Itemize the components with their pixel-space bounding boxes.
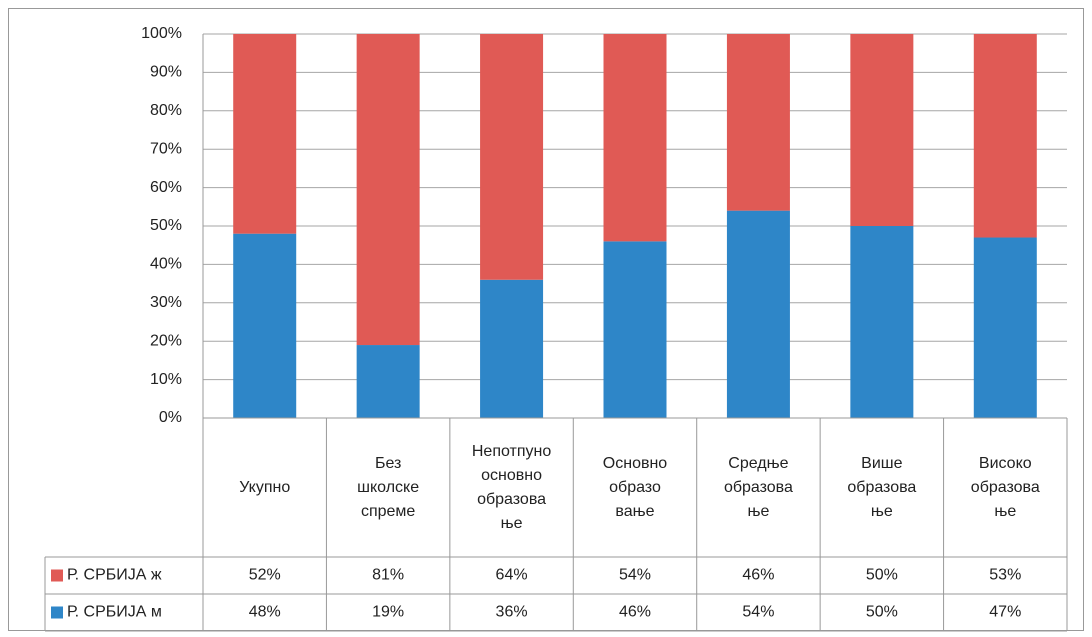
x-tick-label: Високо образова ње [970, 454, 1040, 520]
data-label: 46% [619, 604, 651, 621]
legend-label: Р. СРБИЈА м [67, 604, 162, 621]
bar-segment [973, 237, 1037, 418]
x-tick-label: Непотпуно основно образова ње [471, 442, 552, 532]
y-tick-label: 50% [150, 217, 182, 234]
legend-label: Р. СРБИЈА ж [67, 567, 162, 584]
bar-segment [603, 34, 667, 242]
bar-segment [850, 34, 914, 226]
x-tick-label: Средње образова ње [723, 454, 793, 520]
data-label: 19% [372, 604, 404, 621]
y-tick-label: 40% [150, 256, 182, 273]
y-tick-label: 100% [141, 25, 182, 42]
data-label: 46% [742, 567, 774, 584]
x-tick-label: Укупно [239, 478, 291, 496]
bar-segment [356, 345, 420, 418]
data-label: 64% [496, 567, 528, 584]
data-label: 48% [249, 604, 281, 621]
x-tick-label: Без школске спреме [357, 454, 420, 520]
legend-swatch [51, 569, 63, 582]
bar-segment [233, 233, 297, 418]
bar-segment [726, 34, 790, 211]
y-tick-label: 70% [150, 140, 182, 157]
x-tick-label: Основно образо вање [602, 454, 668, 520]
data-label: 52% [249, 567, 281, 584]
bar-segment [356, 34, 420, 346]
y-tick-label: 60% [150, 179, 182, 196]
y-tick-label: 0% [159, 409, 182, 426]
legend-swatch [51, 606, 63, 619]
data-label: 47% [989, 604, 1021, 621]
y-tick-label: 20% [150, 332, 182, 349]
data-label: 50% [866, 567, 898, 584]
bar-segment [480, 34, 544, 280]
y-tick-label: 10% [150, 371, 182, 388]
y-tick-label: 30% [150, 294, 182, 311]
bar-segment [726, 210, 790, 418]
x-tick-label: Више образова ње [847, 454, 917, 520]
y-tick-label: 80% [150, 102, 182, 119]
bar-segment [973, 34, 1037, 238]
y-tick-label: 90% [150, 64, 182, 81]
data-label: 81% [372, 567, 404, 584]
bar-segment [480, 279, 544, 418]
data-label: 54% [619, 567, 651, 584]
bar-segment [233, 34, 297, 234]
bar-segment [850, 226, 914, 418]
data-label: 54% [742, 604, 774, 621]
bar-segment [603, 241, 667, 418]
data-label: 50% [866, 604, 898, 621]
data-label: 36% [496, 604, 528, 621]
data-label: 53% [989, 567, 1021, 584]
